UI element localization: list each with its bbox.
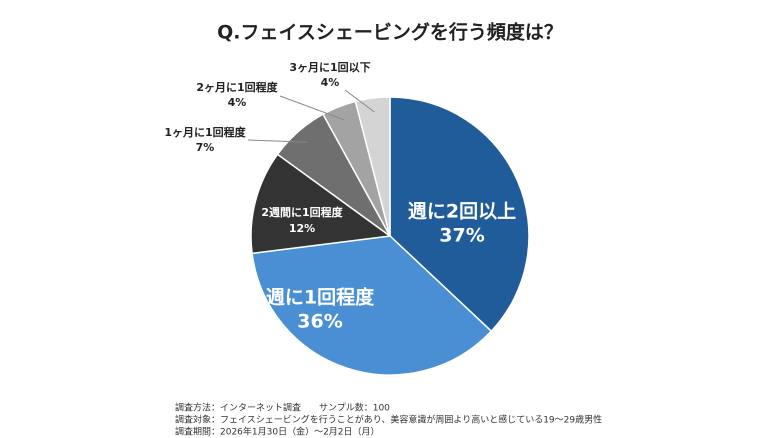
pie-slice — [251, 235, 493, 376]
slice-label: 週に1回程度 — [266, 286, 375, 309]
footnote: 調査方法：インターネット調査 サンプル数：100 — [175, 402, 390, 414]
slice-label: 2ヶ月に1回程度 — [196, 80, 278, 94]
slice-value-label: 12% — [289, 222, 315, 235]
slice-label: 1ヶ月に1回程度 — [164, 125, 246, 139]
pie-slice — [354, 96, 391, 237]
leader-line — [247, 139, 308, 143]
slice-value-label: 7% — [196, 141, 215, 154]
leader-line — [279, 95, 345, 121]
pie-slice — [389, 96, 530, 333]
slice-label: 3ヶ月に1回以下 — [289, 60, 370, 74]
slice-value-label: 4% — [321, 76, 340, 89]
footnote: 調査対象：フェイスシェービングを行うことがあり、美容意識が周囲より高いと感じてい… — [175, 414, 602, 426]
leader-line — [344, 89, 375, 113]
slice-value-label: 37% — [439, 225, 484, 247]
chart-title: Q.フェイスシェービングを行う頻度は？ — [217, 21, 563, 44]
footnote: 調査期間：2026年1月30日（金）～2月2日（月） — [175, 426, 380, 438]
slice-value-label: 4% — [228, 96, 247, 109]
pie-slice — [250, 153, 392, 255]
slice-label: 2週間に1回程度 — [261, 205, 343, 219]
slice-label: 週に2回以上 — [408, 201, 516, 223]
slice-value-label: 36% — [297, 311, 342, 333]
